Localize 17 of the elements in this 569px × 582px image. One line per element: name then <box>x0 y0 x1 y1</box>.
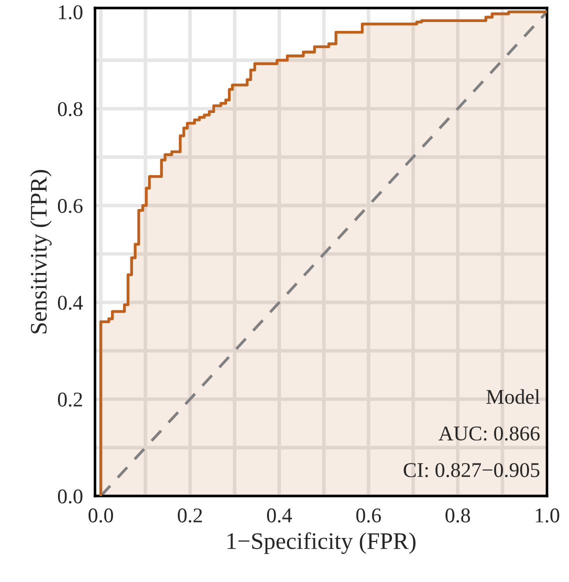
x-tick-label: 1.0 <box>536 508 560 523</box>
annotation: Model <box>486 389 540 404</box>
x-tick-label: 0.4 <box>267 508 292 523</box>
y-tick-label: 0.4 <box>58 296 83 310</box>
x-tick-label: 0.6 <box>356 508 381 523</box>
y-tick-label: 1.0 <box>58 5 82 20</box>
x-tick-label: 0.0 <box>88 508 114 523</box>
y-tick-label: 0.2 <box>58 392 82 407</box>
annotation: AUC: 0.866 <box>438 426 540 441</box>
y-tick-label: 0.8 <box>58 102 82 116</box>
y-tick-label: 0.6 <box>58 198 83 214</box>
annotation: CI: 0.827−0.905 <box>404 463 540 478</box>
x-tick-label: 0.8 <box>446 508 470 523</box>
x-axis-title: 1−Specificity (FPR) <box>228 532 416 554</box>
x-tick-label: 0.2 <box>178 508 202 523</box>
y-tick-label: 0.0 <box>58 489 82 504</box>
y-axis-title: Sensitivity (TPR) <box>30 170 52 334</box>
